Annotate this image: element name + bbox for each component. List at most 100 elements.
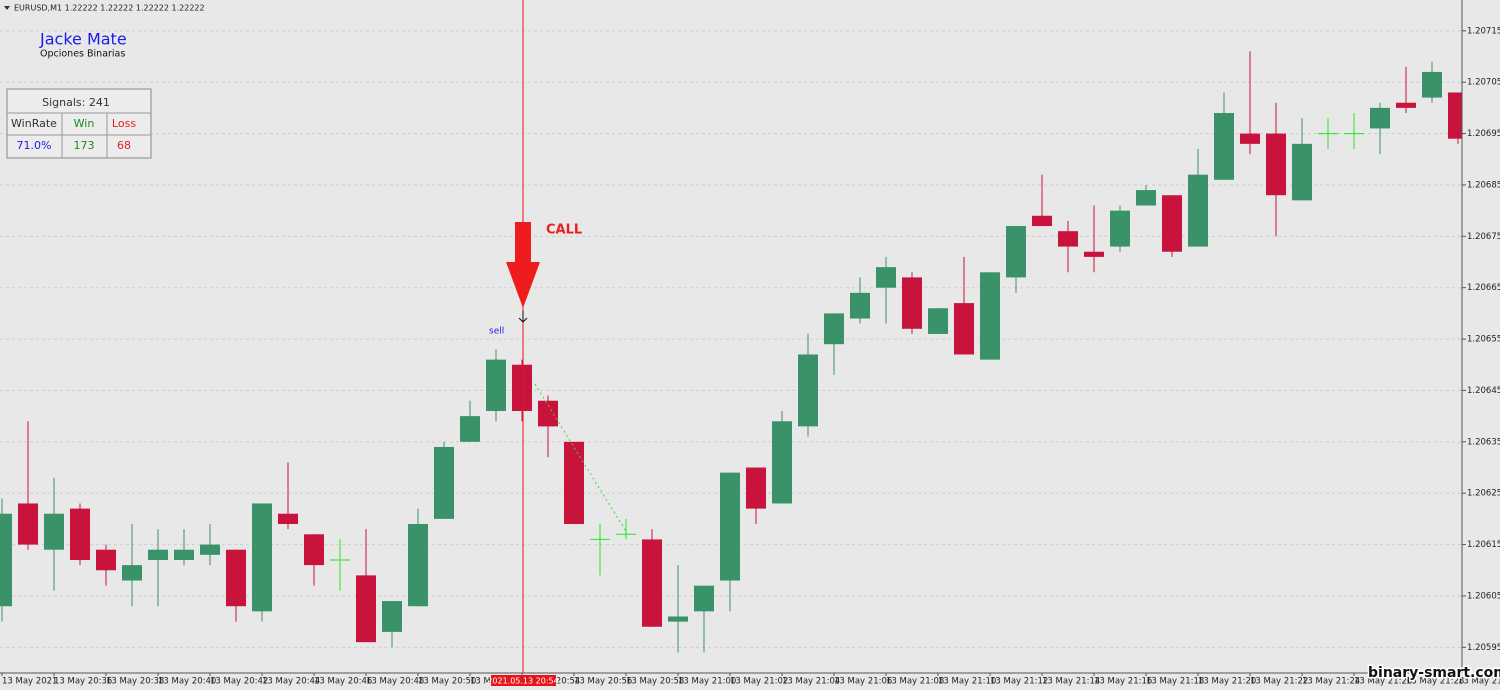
x-tick-label: 13 May 20:56 [574,677,632,687]
y-tick-label: 1.20715 [1467,26,1500,36]
x-tick-label: 13 May 21:18 [1146,677,1204,687]
grid [0,30,1462,648]
candle-body [1188,174,1208,247]
x-tick-label: 13 May 20:46 [314,677,372,687]
table-header: Loss [112,117,136,130]
candle-body [1162,195,1182,252]
x-tick-label: 13 May 21:28 [1406,677,1464,687]
candle-body [1084,251,1104,257]
candle-body [642,539,662,627]
candle-body [1136,190,1156,206]
candle-body [70,508,90,560]
candle-body [538,400,558,427]
x-tick-label: 13 May 20:48 [366,677,424,687]
y-tick-label: 1.20695 [1467,129,1500,139]
table-value: 173 [74,139,95,152]
y-tick-label: 1.20705 [1467,78,1500,88]
candle-body [1292,143,1312,201]
cursor-time-box [491,675,556,686]
x-tick-label: 13 May 21:06 [834,677,892,687]
x-tick-label: 13 May 20:38 [106,677,164,687]
candle-body [850,292,870,319]
x-tick-label: 13 May 2021 [2,677,57,687]
candle-body [1448,92,1462,139]
x-tick-label: 13 May 21:12 [990,677,1048,687]
candle-body [356,575,376,643]
x-tick-label: 13 May 20:42 [210,677,268,687]
candle-body [278,513,298,525]
candle-body [1370,107,1390,129]
candle-body [1422,71,1442,98]
x-tick-label: 13 May 21:08 [886,677,944,687]
x-tick-label: 13 May 21:20 [1198,677,1256,687]
candle-body [512,364,532,411]
signals: Signals: 241 [42,96,110,109]
call-label: CALL [546,223,582,238]
candle-body [96,549,116,571]
sell-label: sell [489,327,504,337]
candle-body [824,313,844,345]
candle-body [1396,102,1416,108]
signal-link [534,383,628,534]
x-tick-label: 13 May 20:40 [158,677,216,687]
candle-body [44,513,64,550]
symbol-info: EURUSD,M1 1.22222 1.22222 1.22222 1.2222… [14,4,205,13]
stats-table: Signals: 241 WinRate Win Loss 71.0% 173 … [6,88,152,159]
candle-body [434,446,454,519]
x-tick-label: 13 May 21:26 [1354,677,1412,687]
candle-body [1032,215,1052,227]
call-arrow [506,222,540,308]
y-tick-label: 1.20665 [1467,283,1500,293]
candle-body [174,549,194,560]
candle-body [876,267,896,288]
y-tick-label: 1.20595 [1467,643,1500,653]
table-header: WinRate [11,117,57,130]
candle-body [460,416,480,442]
menu-icon[interactable] [4,6,10,10]
candle-body [746,467,766,509]
sell-arrow [518,311,528,323]
x-tick-label: 13 May 21:02 [730,677,788,687]
x-tick-label: 13 May 20:50 [418,677,476,687]
table-value: 68 [117,139,131,152]
candle-body [928,308,948,334]
candle-body [148,549,168,560]
x-tick-label: 13 May 21:30 [1458,677,1500,687]
candle-body [694,585,714,612]
candle-body [1266,133,1286,196]
x-tick-label: 13 May 21:16 [1094,677,1152,687]
table-frame [6,88,152,159]
candle-body [772,421,792,504]
candles [0,51,1462,653]
x-tick-label: 13 May 21:14 [1042,677,1100,687]
x-tick-label: 13 May 20:44 [262,677,320,687]
y-tick-label: 1.20685 [1467,180,1500,190]
y-tick-label: 1.20645 [1467,386,1500,396]
x-tick-label: 13 May 21:04 [782,677,840,687]
candle-body [720,472,740,581]
candle-body [200,544,220,555]
candle-body [408,524,428,607]
x-tick-label: 13 May 21:00 [678,677,736,687]
subtitle: Opciones Binarias [40,49,125,60]
cursor-time: 2021.05.13 20:54 [487,677,558,686]
y-tick-label: 1.20635 [1467,437,1500,447]
candle-body [954,303,974,355]
candle-body [304,534,324,566]
candle-body [122,565,142,581]
candle-body [252,503,272,612]
x-tick-label: 13 May 20:58 [626,677,684,687]
x-tick-label: 13 May 21:10 [938,677,996,687]
y-tick-label: 1.20675 [1467,232,1500,242]
y-tick-label: 1.20655 [1467,335,1500,345]
candle-body [18,503,38,545]
title: Jacke Mate [39,30,127,49]
candle-body [1110,210,1130,247]
axes: 1.20595 1.20605 1.20615 1.20625 1.20635 1.206… [1,26,1500,687]
candle-body [668,616,688,622]
candle-body [980,272,1000,360]
candle-body [1214,113,1234,180]
